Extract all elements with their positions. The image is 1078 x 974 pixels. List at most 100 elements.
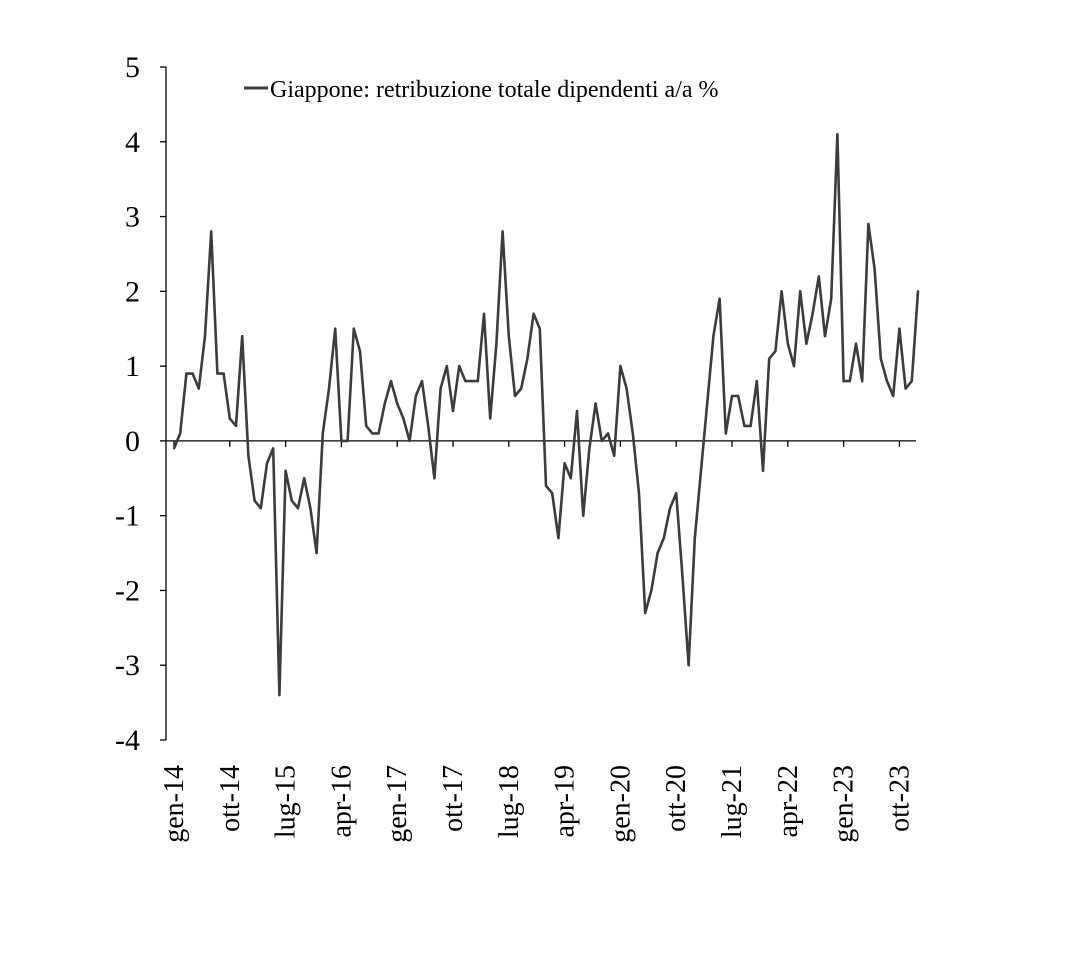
- data-point: [761, 469, 765, 472]
- data-point: [197, 387, 200, 390]
- x-tick-label: lug-18: [494, 765, 525, 838]
- data-point: [544, 484, 548, 487]
- data-point: [619, 364, 622, 368]
- data-point: [879, 357, 882, 360]
- data-point: [650, 589, 653, 592]
- x-tick-label: apr-16: [326, 765, 357, 838]
- data-point: [222, 372, 225, 375]
- data-point: [327, 387, 331, 390]
- y-tick-label: 3: [125, 201, 140, 234]
- data-point: [439, 387, 442, 390]
- data-point: [445, 364, 448, 368]
- data-point: [358, 350, 362, 353]
- data-point: [501, 230, 504, 233]
- data-point: [451, 409, 455, 413]
- data-point: [774, 350, 777, 353]
- data-point: [489, 417, 492, 420]
- data-point: [687, 664, 690, 667]
- data-point: [861, 379, 864, 383]
- data-point: [904, 387, 907, 390]
- series-line: [172, 133, 920, 697]
- series-layer: [172, 133, 920, 697]
- x-tick-label: gen-14: [159, 765, 190, 843]
- data-point: [495, 342, 498, 345]
- y-tick-label: -3: [115, 649, 140, 682]
- data-point: [309, 507, 312, 510]
- data-point: [346, 439, 349, 443]
- data-point: [805, 342, 808, 345]
- data-point: [699, 469, 703, 472]
- data-point: [706, 402, 709, 405]
- data-point: [681, 574, 684, 577]
- data-point: [365, 424, 368, 428]
- x-axis-ticks: gen-14 ott-14 lug-15 apr-16 gen-17 ott-17 lug-…: [159, 440, 915, 843]
- data-point: [656, 551, 659, 555]
- data-point: [792, 364, 796, 368]
- data-point: [842, 379, 845, 383]
- data-point: [191, 372, 194, 375]
- data-point: [352, 327, 355, 330]
- data-point: [830, 297, 833, 300]
- data-point: [737, 394, 740, 398]
- data-point: [743, 424, 746, 428]
- data-point: [414, 394, 417, 398]
- data-point: [272, 447, 275, 450]
- data-point: [476, 379, 479, 383]
- data-point: [557, 536, 560, 540]
- data-point: [768, 357, 771, 360]
- data-point: [724, 432, 727, 435]
- data-point: [420, 379, 424, 383]
- data-point: [898, 327, 901, 330]
- axes: [165, 67, 916, 740]
- data-point: [383, 402, 386, 405]
- data-point: [464, 379, 467, 383]
- data-point: [625, 387, 628, 390]
- data-point: [408, 439, 411, 443]
- data-point: [247, 454, 250, 457]
- data-point: [780, 290, 783, 293]
- data-point: [675, 492, 678, 495]
- data-point: [371, 432, 374, 435]
- data-point: [613, 454, 616, 457]
- data-point: [278, 693, 281, 697]
- data-point: [910, 379, 913, 383]
- data-point: [693, 536, 696, 540]
- x-tick-label: ott-17: [438, 765, 469, 832]
- data-point: [303, 477, 306, 480]
- data-point: [817, 275, 820, 278]
- data-point: [786, 342, 789, 345]
- data-point: [179, 432, 182, 435]
- x-tick-label: ott-23: [884, 765, 915, 832]
- data-point: [892, 394, 895, 398]
- data-point: [482, 312, 486, 315]
- data-point: [551, 492, 554, 495]
- y-tick-label: 4: [125, 126, 140, 159]
- x-tick-label: ott-14: [215, 765, 246, 832]
- data-point: [259, 507, 262, 510]
- data-point: [210, 230, 213, 233]
- data-point: [172, 447, 176, 450]
- data-point: [340, 439, 343, 443]
- x-tick-label: apr-19: [550, 765, 581, 838]
- data-point: [203, 335, 207, 338]
- data-point: [253, 499, 256, 502]
- data-point: [811, 312, 814, 315]
- y-tick-label: 5: [125, 51, 140, 84]
- data-point: [848, 379, 851, 383]
- data-point: [836, 133, 839, 136]
- data-point: [606, 432, 610, 435]
- data-point: [513, 394, 517, 398]
- x-tick-label: gen-23: [829, 765, 860, 843]
- data-point: [637, 492, 641, 495]
- data-point: [234, 424, 238, 428]
- data-point: [265, 462, 269, 465]
- y-tick-label: 0: [125, 425, 140, 458]
- data-point: [718, 297, 721, 300]
- data-point: [458, 364, 461, 368]
- data-point: [427, 424, 430, 428]
- data-point: [631, 432, 634, 435]
- data-point: [582, 514, 585, 517]
- data-point: [569, 477, 572, 480]
- data-point: [470, 379, 473, 383]
- data-point: [389, 379, 393, 383]
